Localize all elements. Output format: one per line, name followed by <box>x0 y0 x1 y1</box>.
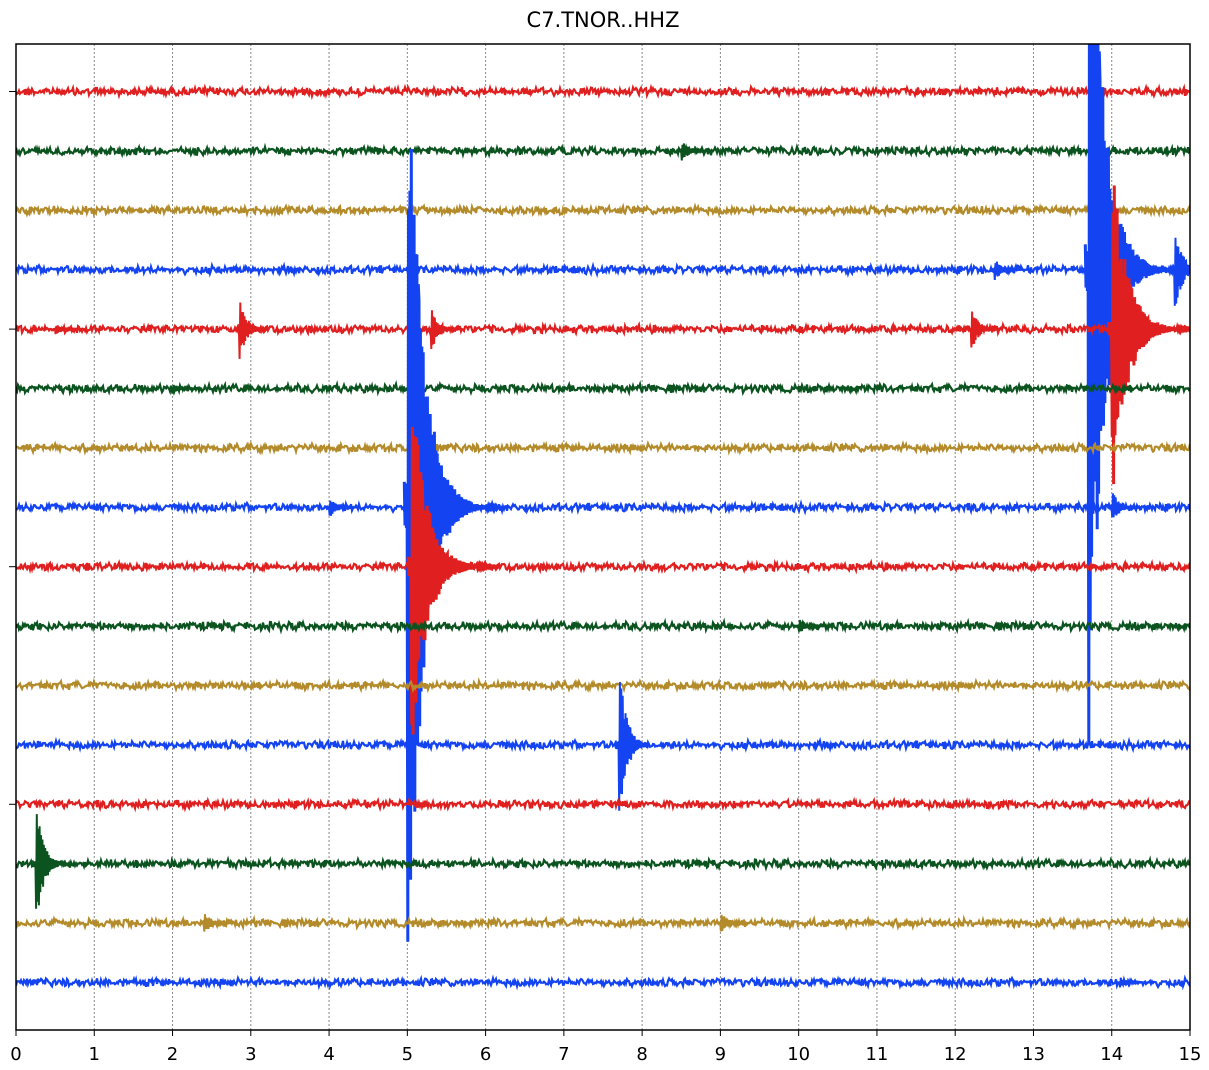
trace <box>16 379 1190 397</box>
trace <box>16 142 1190 159</box>
x-tick-label: 11 <box>865 1044 888 1065</box>
seismic-event <box>614 682 650 811</box>
x-tick-label: 5 <box>402 1044 413 1065</box>
x-tick-label: 2 <box>167 1044 178 1065</box>
trace <box>16 202 1190 219</box>
seismic-event <box>406 426 502 735</box>
seismic-event <box>168 384 203 394</box>
seismic-event <box>199 914 234 932</box>
x-tick-label: 3 <box>245 1044 256 1065</box>
trace <box>16 499 1190 516</box>
plot-frame <box>15 43 1191 1031</box>
seismic-event <box>402 148 499 942</box>
grid <box>15 44 1191 1030</box>
trace <box>16 855 1190 872</box>
x-tick-label: 12 <box>944 1044 967 1065</box>
trace <box>16 558 1190 575</box>
seismic-event <box>677 143 712 161</box>
seismic-event <box>1107 185 1190 485</box>
trace <box>16 736 1190 754</box>
x-tick-label: 10 <box>787 1044 810 1065</box>
x-tick-label: 1 <box>89 1044 100 1065</box>
seismic-event <box>1116 977 1150 988</box>
seismic-event <box>794 619 829 632</box>
seismic-event <box>716 914 751 932</box>
seismic-event <box>325 500 360 516</box>
x-tick-label: 8 <box>636 1044 647 1065</box>
seismic-event <box>966 311 1002 348</box>
trace <box>16 439 1190 456</box>
x-tick-label: 0 <box>10 1044 21 1065</box>
x-tick-label: 14 <box>1100 1044 1123 1065</box>
x-tick-label: 13 <box>1022 1044 1045 1065</box>
x-tick-label: 15 <box>1179 1044 1202 1065</box>
trace <box>16 974 1190 991</box>
x-tick-label: 6 <box>480 1044 491 1065</box>
trace <box>16 83 1190 101</box>
traces <box>16 44 1190 991</box>
seismic-event <box>235 302 270 359</box>
x-tick-label: 4 <box>323 1044 334 1065</box>
trace <box>16 617 1190 635</box>
trace <box>16 914 1190 932</box>
seismic-event <box>1170 237 1190 306</box>
x-tick-label: 9 <box>715 1044 726 1065</box>
trace <box>16 677 1190 694</box>
axes: 0 1 2 3 4 5 6 7 8 9 10 11 12 13 14 15 <box>9 91 1202 1065</box>
seismic-event <box>51 325 86 335</box>
x-tick-label: 7 <box>558 1044 569 1065</box>
chart-title: C7.TNOR..HHZ <box>527 8 680 32</box>
seismic-event <box>31 814 67 909</box>
trace <box>16 321 1190 338</box>
seismic-event <box>426 310 462 350</box>
seismic-event <box>1083 44 1180 746</box>
seismic-event <box>990 261 1025 280</box>
seismic-event <box>1107 493 1143 518</box>
trace <box>16 796 1190 813</box>
